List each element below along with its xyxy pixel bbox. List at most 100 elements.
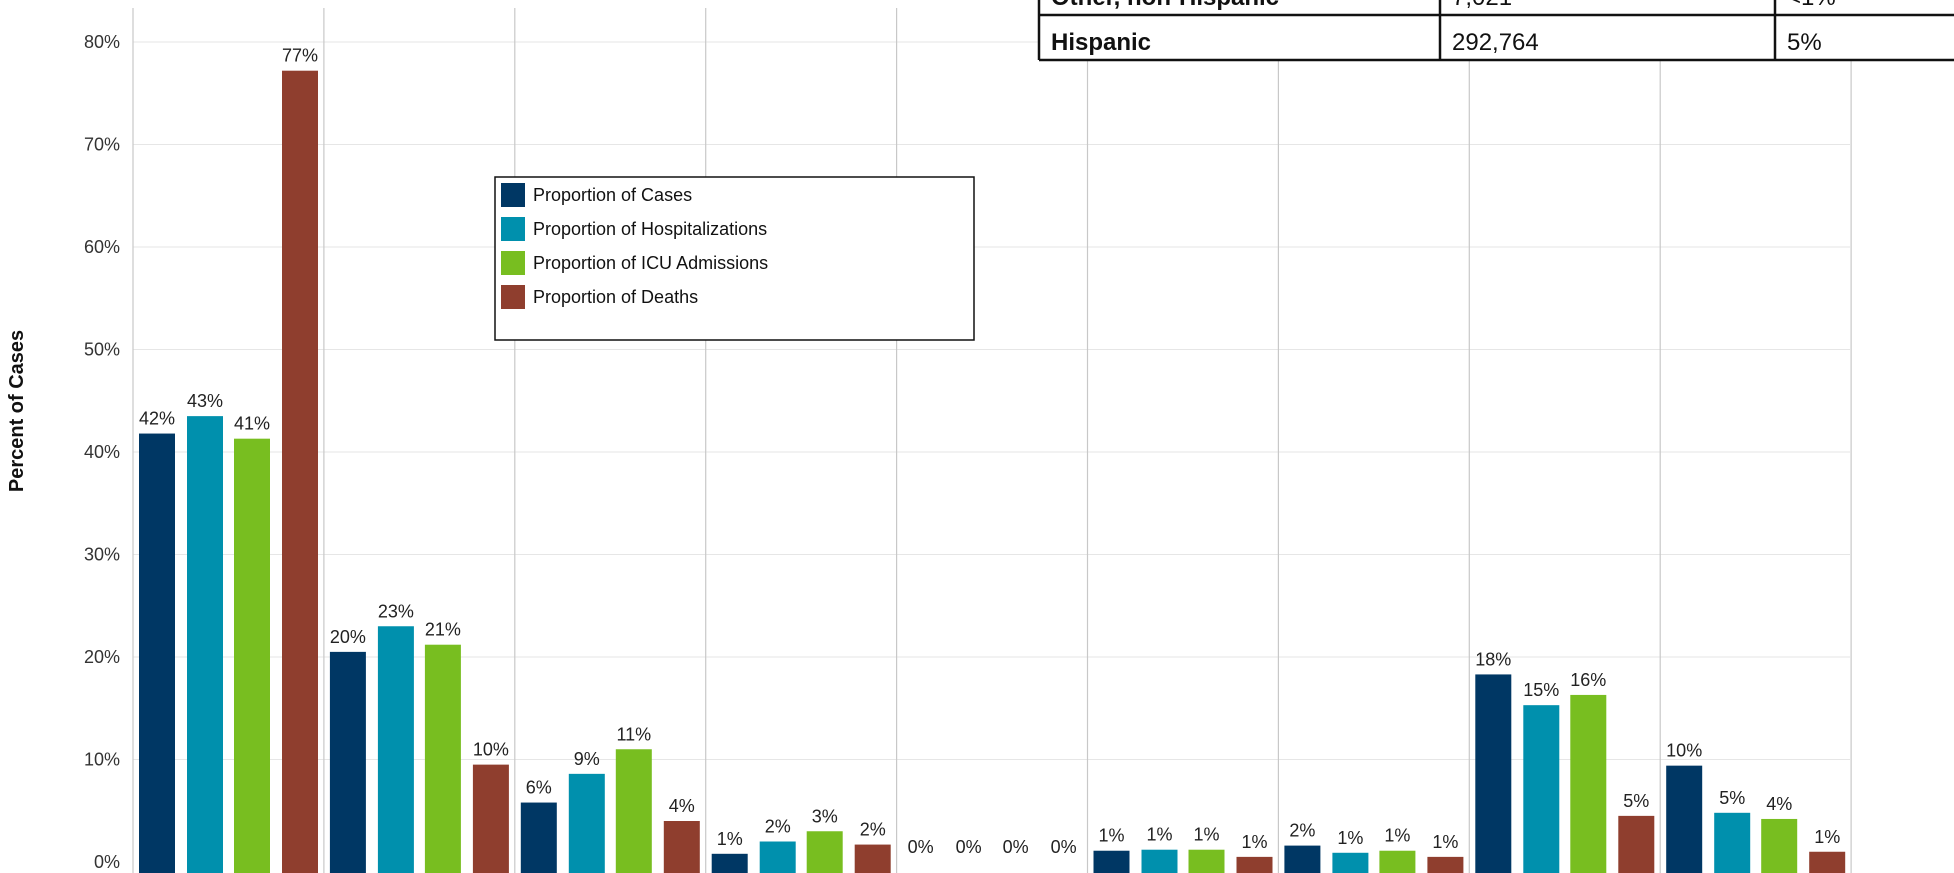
data-label: 1% — [1337, 828, 1363, 848]
y-tick-label: 20% — [84, 647, 120, 667]
bars — [139, 70, 1846, 873]
y-tick-label: 10% — [84, 750, 120, 770]
y-tick-label: 30% — [84, 545, 120, 565]
bar — [139, 433, 175, 873]
data-label: 16% — [1570, 670, 1606, 690]
data-label: 0% — [956, 837, 982, 857]
y-tick-label: 0% — [94, 852, 120, 872]
bar — [282, 70, 318, 873]
y-axis-title: Percent of Cases — [6, 330, 28, 492]
data-label: 42% — [139, 409, 175, 429]
bar — [1141, 849, 1178, 873]
bar — [759, 841, 796, 873]
data-label: 4% — [1766, 794, 1792, 814]
data-label: 1% — [1384, 826, 1410, 846]
data-label: 9% — [574, 749, 600, 769]
y-tick-label: 70% — [84, 135, 120, 155]
data-label: 10% — [1666, 741, 1702, 761]
legend-box — [494, 176, 975, 341]
data-label: 1% — [1098, 826, 1124, 846]
table-cell-label: Hispanic — [1051, 29, 1151, 56]
bar — [424, 644, 461, 873]
bar — [329, 651, 366, 873]
bar — [663, 821, 700, 873]
bar — [568, 773, 605, 873]
data-label: 41% — [234, 414, 270, 434]
data-label: 1% — [1146, 825, 1172, 845]
bar — [615, 749, 652, 873]
bar — [234, 438, 270, 873]
bar — [1427, 856, 1464, 873]
bar — [1570, 694, 1607, 873]
data-label: 0% — [1003, 837, 1029, 857]
data-label: 10% — [473, 740, 509, 760]
race-ethnicity-table: Other, non-Hispanic 7,021 <1% Hispanic 292,7… — [1037, 0, 1954, 62]
data-label: 21% — [425, 620, 461, 640]
data-labels: 42% 20% 6% 1% 0% 1% 2% 18% 10% 43% 23% 9% 2% 0% 1% 1% 15… — [139, 46, 1840, 857]
legend-label: Proportion of Hospitalizations — [533, 219, 767, 239]
y-tick-label: 40% — [84, 442, 120, 462]
data-label: 1% — [1432, 832, 1458, 852]
table-cell-count: 292,764 — [1452, 29, 1539, 56]
legend-swatch — [501, 251, 525, 275]
data-label: 1% — [1814, 827, 1840, 847]
bar — [1284, 845, 1321, 873]
y-tick-label: 50% — [84, 340, 120, 360]
data-label: 1% — [1241, 832, 1267, 852]
data-label: 3% — [812, 806, 838, 826]
bar — [1666, 765, 1703, 873]
bar — [472, 764, 509, 873]
data-label: 5% — [1623, 791, 1649, 811]
bar — [806, 831, 843, 873]
bar — [1236, 856, 1273, 873]
legend-swatch — [501, 183, 525, 207]
data-label: 2% — [1289, 821, 1315, 841]
group-separators — [132, 8, 1852, 873]
legend-label: Proportion of Deaths — [533, 287, 698, 307]
data-label: 0% — [1051, 837, 1077, 857]
data-label: 18% — [1475, 649, 1511, 669]
table-cell-percent: 5% — [1787, 29, 1822, 56]
bar — [1188, 849, 1225, 873]
data-label: 1% — [1193, 825, 1219, 845]
legend-label: Proportion of Cases — [533, 185, 692, 205]
legend-label: Proportion of ICU Admissions — [533, 253, 768, 273]
data-label: 0% — [908, 837, 934, 857]
data-label: 5% — [1719, 788, 1745, 808]
table-background — [1039, 0, 1954, 61]
data-label: 4% — [669, 796, 695, 816]
bar — [1523, 705, 1560, 873]
bar — [711, 853, 748, 873]
data-label: 20% — [330, 627, 366, 647]
bar — [1809, 851, 1846, 873]
y-axis-ticks: 0% 10% 20% 30% 40% 50% 60% 70% 80% — [84, 32, 120, 872]
table-cell-label: Other, non-Hispanic — [1051, 0, 1279, 11]
bar — [377, 626, 414, 873]
bar — [1332, 852, 1369, 873]
bar — [1761, 818, 1798, 873]
legend-swatch — [501, 285, 525, 309]
table-cell-count: 7,021 — [1452, 0, 1512, 11]
bar — [1093, 850, 1130, 873]
legend: Proportion of Cases Proportion of Hospita… — [494, 176, 975, 341]
bar — [1618, 815, 1655, 873]
gridlines — [133, 41, 1850, 760]
data-label: 2% — [765, 817, 791, 837]
bar — [1714, 812, 1751, 873]
data-label: 15% — [1523, 680, 1559, 700]
bar — [520, 802, 557, 873]
data-label: 6% — [526, 778, 552, 798]
data-label: 43% — [187, 391, 223, 411]
table-row: Other, non-Hispanic 7,021 <1% — [1039, 0, 1954, 17]
bar — [854, 844, 891, 873]
legend-swatch — [501, 217, 525, 241]
data-label: 77% — [282, 46, 318, 66]
bar — [1379, 850, 1416, 873]
data-label: 23% — [378, 601, 414, 621]
table-row: Hispanic 292,764 5% — [1039, 29, 1954, 62]
table-cell-percent: <1% — [1787, 0, 1836, 11]
y-tick-label: 60% — [84, 237, 120, 257]
bar — [1475, 674, 1512, 873]
